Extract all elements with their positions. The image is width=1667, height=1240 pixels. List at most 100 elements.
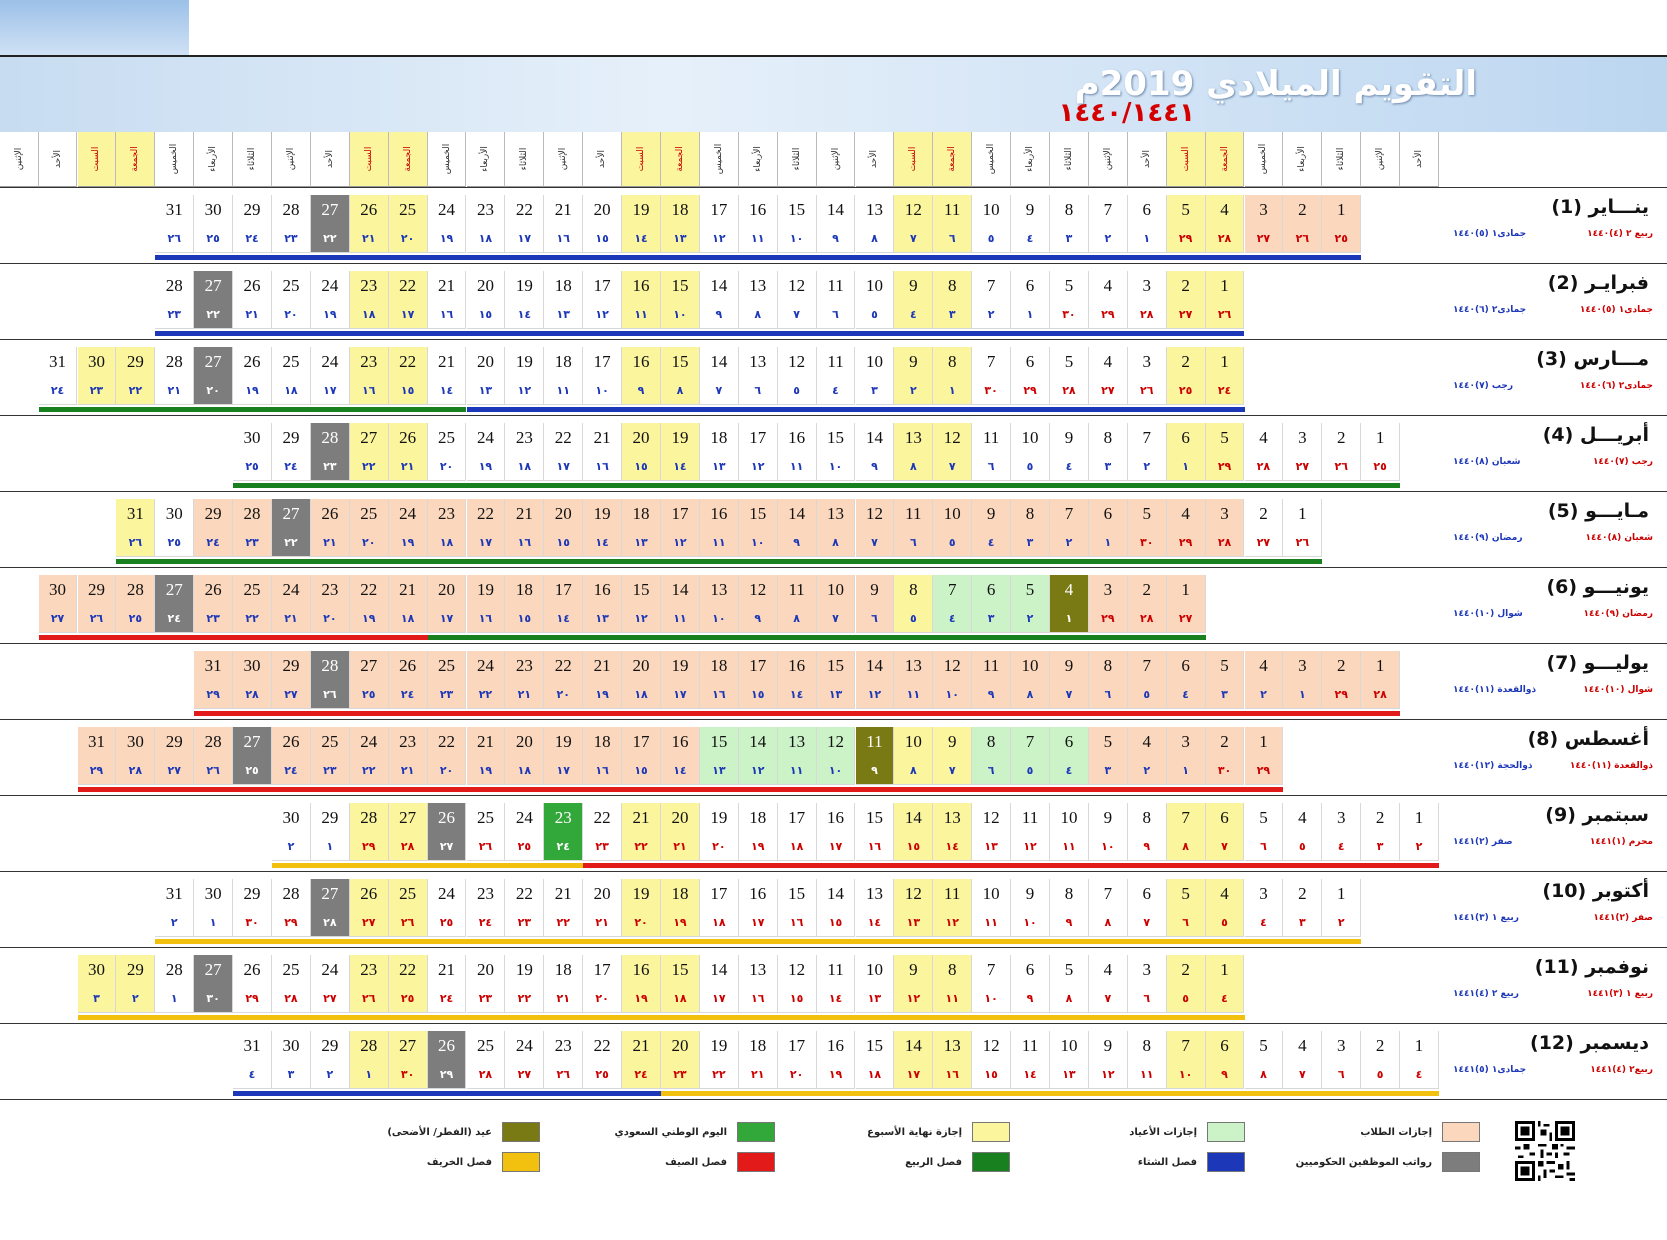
gregorian-day: 13: [933, 1031, 973, 1061]
hijri-day: ٥: [972, 225, 1012, 253]
hijri-day: ١: [349, 1061, 389, 1089]
gregorian-day: 3: [1166, 727, 1206, 757]
gregorian-day: 7: [1089, 879, 1128, 909]
gregorian-day: 1: [1205, 955, 1245, 985]
weekday-label: السبت: [1180, 146, 1191, 172]
hijri-day: ٢٣: [310, 453, 350, 481]
hijri-day: ٧: [933, 453, 973, 481]
gregorian-day: 31: [155, 195, 195, 225]
hijri-day: ٨: [1011, 681, 1050, 709]
gregorian-day: 8: [933, 271, 973, 301]
hijri-day: ٢٩: [1088, 605, 1128, 633]
hijri-day: ٧: [777, 301, 817, 329]
hijri-day: ١٤: [816, 985, 856, 1013]
hijri-day: ٢٧: [1244, 529, 1284, 557]
month-label: ينـــاير (1): [1551, 196, 1649, 218]
month-label: فبرايـر (2): [1547, 272, 1649, 294]
hijri-day: ١١: [544, 377, 584, 405]
gregorian-day: 5: [1088, 727, 1128, 757]
gregorian-day: 20: [427, 575, 467, 605]
season-bar: [155, 331, 1245, 336]
weekday-header: الأربعاء: [466, 132, 506, 187]
gregorian-day: 28: [155, 271, 195, 301]
weekday-label: الأحد: [869, 150, 880, 168]
weekday-header: الخميس: [699, 132, 739, 187]
gregorian-day: 19: [622, 195, 661, 225]
hijri-day: ٢٤: [38, 377, 78, 405]
hijri-day: ٩: [699, 301, 739, 329]
hijri-month-b: ذوالقعدة (١١)١٤٤٠: [1453, 685, 1537, 695]
gregorian-day: 8: [933, 955, 973, 985]
gregorian-day: 1: [1166, 575, 1206, 605]
month-hijri-range: محرم (١)١٤٤١ صفر (٢)١٤٤١: [1439, 833, 1667, 853]
gregorian-day: 21: [622, 1031, 661, 1061]
hijri-day: ١٩: [349, 605, 389, 633]
hijri-day: ٤: [933, 605, 973, 633]
legend-label: إجازات الأعياد: [1129, 1126, 1197, 1138]
hijri-day: ١٧: [661, 681, 700, 709]
gregorian-day: 15: [699, 727, 739, 757]
hijri-day: ٥: [1361, 1061, 1401, 1089]
hijri-day: ١٥: [544, 529, 584, 557]
hijri-day: ١٥: [738, 681, 778, 709]
gregorian-day: 30: [77, 955, 117, 985]
gregorian-day: 11: [1011, 1031, 1050, 1061]
hijri-day: ٥: [1166, 985, 1206, 1013]
gregorian-day: 18: [700, 423, 739, 453]
hijri-day: ١٥: [816, 909, 856, 937]
month-label: نوفمبر (11): [1534, 956, 1649, 978]
hijri-day: ١٦: [427, 301, 467, 329]
gregorian-day: 6: [1128, 879, 1167, 909]
gregorian-day: 27: [233, 727, 272, 757]
gregorian-day: 11: [817, 271, 856, 301]
gregorian-day: 29: [233, 879, 272, 909]
hijri-day: ٢٧: [1283, 453, 1323, 481]
hijri-day: ٦: [855, 605, 895, 633]
gregorian-day: 17: [583, 271, 623, 301]
hijri-day: ١٢: [1011, 833, 1050, 861]
gregorian-day: 14: [894, 803, 934, 833]
gregorian-day: 26: [310, 499, 350, 529]
hijri-month-b: جمادى١ (٥)١٤٤٠: [1453, 229, 1527, 239]
hijri-day: ٣٠: [1127, 529, 1167, 557]
gregorian-day: 14: [817, 879, 856, 909]
hijri-day: ٢٥: [116, 605, 156, 633]
gregorian-day: 19: [700, 803, 739, 833]
season-bar: [272, 863, 584, 868]
gregorian-day: 5: [1205, 423, 1245, 453]
hijri-day: ٢١: [310, 529, 350, 557]
gregorian-day: 18: [739, 1031, 778, 1061]
hijri-month-b: ربيع ١ (٣)١٤٤١: [1453, 913, 1519, 923]
hijri-day: ١٩: [466, 757, 506, 785]
hijri-day: ١٠: [738, 529, 778, 557]
gregorian-day: 20: [505, 727, 545, 757]
hijri-day: ٢٧: [1244, 225, 1284, 253]
gregorian-day: 26: [388, 651, 428, 681]
gregorian-day: 9: [855, 575, 895, 605]
gregorian-day: 4: [1283, 1031, 1323, 1061]
gregorian-day: 12: [972, 1031, 1012, 1061]
gregorian-day: 6: [1050, 727, 1089, 757]
hijri-day: ١٤: [544, 605, 584, 633]
gregorian-day: 7: [1128, 423, 1167, 453]
hijri-day: ٢٩: [77, 757, 117, 785]
hijri-day: ١٧: [466, 529, 506, 557]
hijri-day: ١: [1166, 757, 1206, 785]
gregorian-day: 25: [467, 1031, 506, 1061]
hijri-day: ٢٨: [272, 985, 311, 1013]
weekday-label: الأحد: [1141, 150, 1152, 168]
gregorian-day: 3: [1245, 879, 1284, 909]
gregorian-day: 20: [583, 879, 623, 909]
hijri-day: ١: [1088, 529, 1128, 557]
gregorian-day: 26: [233, 347, 272, 377]
hijri-day: ٢٩: [1322, 681, 1362, 709]
weekday-header: الجمعة: [116, 132, 156, 187]
gregorian-day: 25: [233, 575, 272, 605]
hijri-day: ١٨: [505, 453, 545, 481]
hijri-day: ٩: [1127, 833, 1167, 861]
month-hijri-range: شوال (١٠)١٤٤٠ ذوالقعدة (١١)١٤٤٠: [1439, 681, 1667, 701]
month-hijri-range: ربيع ١ (٣)١٤٤١ ربيع ٢ (٤)١٤٤١: [1439, 985, 1667, 1005]
gregorian-day: 15: [661, 347, 700, 377]
gregorian-day: 22: [544, 423, 584, 453]
weekday-label: الثلاثاء: [791, 147, 802, 171]
